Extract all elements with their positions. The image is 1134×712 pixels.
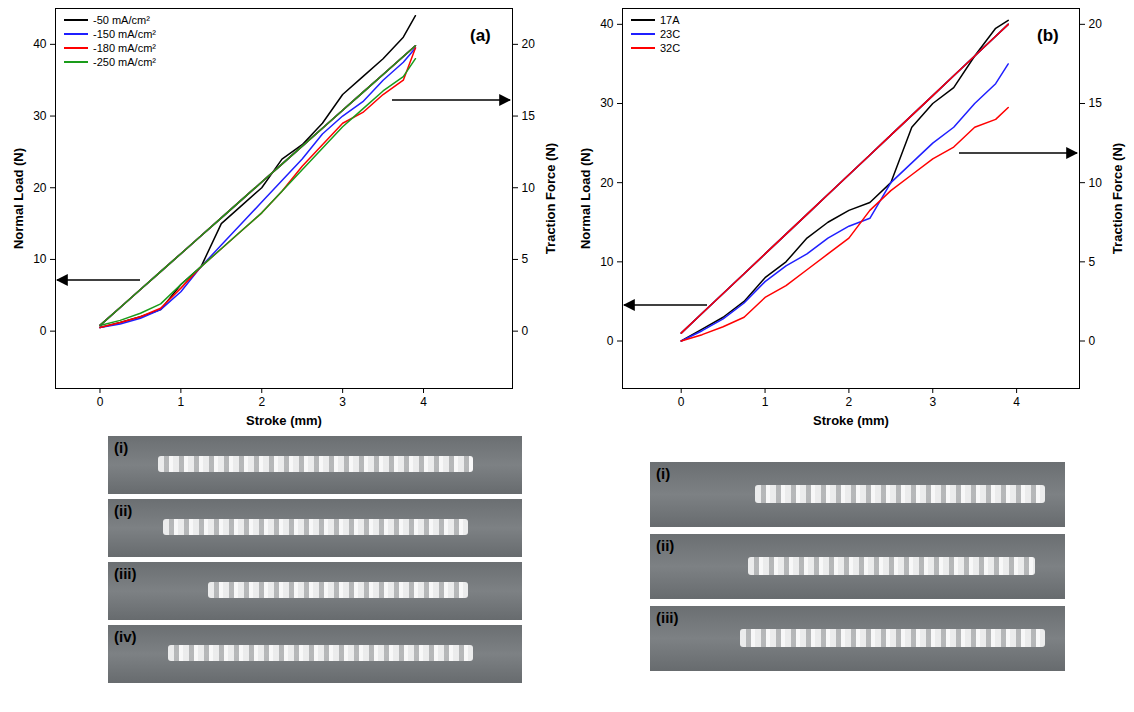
- svg-text:5: 5: [1089, 255, 1096, 269]
- svg-text:3: 3: [929, 395, 936, 409]
- svg-text:30: 30: [33, 109, 47, 123]
- svg-text:20: 20: [522, 37, 536, 51]
- html-text:-150 mA/cm²: -150 mA/cm²: [93, 28, 156, 40]
- svg-text:20: 20: [1089, 17, 1103, 31]
- svg-text:30: 30: [600, 96, 614, 110]
- svg-text:4: 4: [1013, 395, 1020, 409]
- html-text:(b): (b): [1037, 26, 1059, 45]
- svg-text:0: 0: [1089, 334, 1096, 348]
- svg-text:Normal Load (N): Normal Load (N): [11, 148, 26, 249]
- svg-text:15: 15: [1089, 96, 1103, 110]
- html-text:(ii): (ii): [114, 502, 133, 519]
- html-text:(iv): (iv): [114, 628, 137, 645]
- svg-text:10: 10: [600, 255, 614, 269]
- svg-text:3: 3: [339, 395, 346, 409]
- svg-text:Stroke (mm): Stroke (mm): [246, 413, 322, 428]
- svg-text:40: 40: [33, 37, 47, 51]
- html-text:32C: 32C: [660, 42, 681, 54]
- svg-text:10: 10: [1089, 176, 1103, 190]
- svg-text:40: 40: [600, 17, 614, 31]
- svg-text:10: 10: [522, 181, 536, 195]
- html-text:-180 mA/cm²: -180 mA/cm²: [93, 42, 156, 54]
- html-text:-50 mA/cm²: -50 mA/cm²: [93, 14, 150, 26]
- svg-text:10: 10: [33, 252, 47, 266]
- svg-text:2: 2: [846, 395, 853, 409]
- svg-text:Stroke (mm): Stroke (mm): [813, 413, 889, 428]
- html-text:(i): (i): [114, 439, 129, 456]
- svg-text:0: 0: [522, 324, 529, 338]
- svg-text:1: 1: [178, 395, 185, 409]
- html-text:(iii): (iii): [114, 565, 137, 582]
- svg-text:Traction Force (N): Traction Force (N): [543, 143, 558, 254]
- svg-text:2: 2: [258, 395, 265, 409]
- svg-text:Traction Force (N): Traction Force (N): [1110, 143, 1125, 254]
- svg-text:0: 0: [97, 395, 104, 409]
- svg-text:4: 4: [420, 395, 427, 409]
- html-text:17A: 17A: [660, 14, 680, 26]
- svg-text:15: 15: [522, 109, 536, 123]
- html-text:(i): (i): [656, 465, 671, 482]
- svg-text:20: 20: [33, 181, 47, 195]
- html-text:(a): (a): [470, 26, 491, 45]
- html-text:23C: 23C: [660, 28, 681, 40]
- svg-text:Normal Load (N): Normal Load (N): [578, 148, 593, 249]
- svg-text:0: 0: [607, 334, 614, 348]
- svg-text:0: 0: [678, 395, 685, 409]
- svg-text:20: 20: [600, 176, 614, 190]
- html-text:-250 mA/cm²: -250 mA/cm²: [93, 56, 156, 68]
- html-text:(ii): (ii): [656, 537, 675, 554]
- svg-text:5: 5: [522, 252, 529, 266]
- html-text:(iii): (iii): [656, 609, 679, 626]
- svg-text:0: 0: [40, 324, 47, 338]
- svg-text:1: 1: [762, 395, 769, 409]
